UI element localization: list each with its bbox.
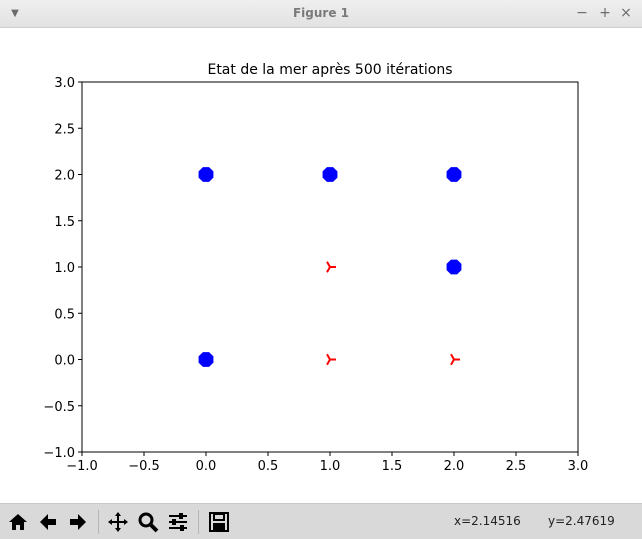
cursor-y-readout: y=2.47619 (548, 514, 615, 528)
toolbar-separator (98, 510, 99, 534)
data-point-octagon (198, 352, 214, 367)
back-arrow-icon[interactable] (35, 509, 61, 535)
configure-subplots-icon[interactable] (165, 509, 191, 535)
navigation-toolbar: x=2.14516 y=2.47619 (0, 503, 642, 539)
x-tick-label: −0.5 (128, 459, 160, 474)
data-point-octagon (198, 167, 214, 182)
y-tick-label: 2.5 (54, 122, 75, 137)
x-tick-label: 0.0 (196, 459, 217, 474)
data-point-octagon (446, 167, 462, 182)
data-point-octagon (322, 167, 338, 182)
y-tick-label: 0.0 (54, 354, 75, 369)
y-tick-label: −1.0 (43, 446, 75, 461)
window-titlebar: ▼ Figure 1 − + × (0, 0, 642, 28)
y-tick-label: 0.5 (54, 307, 75, 322)
close-button[interactable]: × (620, 5, 632, 21)
data-point-tri-right (326, 353, 336, 366)
x-tick-label: 1.0 (320, 459, 341, 474)
pan-icon[interactable] (105, 509, 131, 535)
x-tick-label: 0.5 (258, 459, 279, 474)
maximize-button[interactable]: + (599, 5, 611, 21)
cursor-x-readout: x=2.14516 (454, 514, 521, 528)
minimize-button[interactable]: − (576, 5, 588, 21)
chart-title: Etat de la mer après 500 itérations (207, 62, 452, 78)
figure-canvas[interactable]: Etat de la mer après 500 itérations −1.0… (0, 28, 642, 503)
x-tick-label: −1.0 (66, 459, 98, 474)
zoom-icon[interactable] (135, 509, 161, 535)
window-title: Figure 1 (292, 6, 350, 20)
x-tick-label: 2.0 (444, 459, 465, 474)
y-tick-label: −0.5 (43, 400, 75, 415)
window-menu-icon[interactable]: ▼ (11, 8, 19, 19)
save-icon[interactable] (206, 509, 232, 535)
home-icon[interactable] (5, 509, 31, 535)
scatter-chart: Etat de la mer après 500 itérations −1.0… (43, 62, 589, 474)
y-tick-label: 1.5 (54, 215, 75, 230)
data-point-octagon (446, 259, 462, 275)
toolbar-separator (198, 510, 199, 534)
forward-arrow-icon[interactable] (65, 509, 91, 535)
data-point-tri-right (450, 353, 460, 366)
x-tick-label: 3.0 (568, 459, 589, 474)
x-tick-label: 1.5 (382, 459, 403, 474)
x-tick-label: 2.5 (506, 459, 527, 474)
data-point-tri-right (326, 261, 336, 273)
y-tick-label: 2.0 (54, 169, 75, 184)
y-tick-label: 1.0 (54, 261, 75, 276)
y-tick-label: 3.0 (54, 76, 75, 91)
